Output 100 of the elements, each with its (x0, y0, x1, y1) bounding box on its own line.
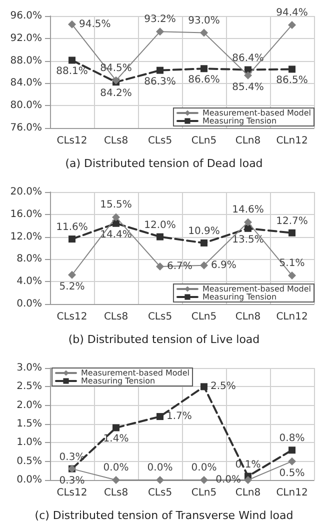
point (112, 424, 120, 432)
text: (a) Distributed tension of Dead load (65, 157, 263, 170)
y-tick-label: 84.0% (10, 78, 42, 89)
data-label: 88.1% (56, 66, 88, 78)
x-tick-label: CLn5 (191, 488, 217, 498)
x-tick-label: CLn12 (276, 312, 308, 322)
text: (c) Distributed tension of Transverse Wind load (34, 509, 294, 522)
point (156, 233, 164, 240)
data-label: 0.0% (191, 462, 217, 474)
point (288, 271, 296, 280)
point (112, 476, 120, 484)
point (200, 476, 208, 484)
point (244, 224, 252, 232)
point (156, 476, 164, 484)
x-tick-label: CLn8 (235, 136, 261, 146)
y-tick-label: 96.0% (10, 10, 42, 22)
data-label: 1.4% (103, 434, 129, 445)
y-tick-label: 8.0% (16, 254, 42, 265)
point (68, 56, 76, 64)
point (156, 262, 164, 270)
data-label: 14.6% (232, 204, 264, 216)
y-tick-label: 20.0% (10, 186, 42, 198)
point (200, 383, 208, 390)
y-tick-label: 88.0% (10, 55, 42, 66)
y-tick-label: 76.0% (10, 122, 42, 134)
y-tick-label: 1.0% (16, 437, 42, 448)
data-label: 93.0% (188, 15, 220, 26)
y-tick-label: 4.0% (16, 276, 42, 288)
x-tick-label: CLn12 (276, 136, 308, 146)
y-tick-label: 3.0% (16, 362, 42, 374)
y-tick-label: 16.0% (10, 208, 42, 220)
x-tick-label: CLn8 (235, 488, 261, 498)
point (288, 446, 296, 454)
x-tick-label: CLs8 (104, 136, 128, 146)
point (112, 76, 120, 84)
x-tick-label: CLs5 (148, 312, 172, 322)
x-tick-label: CLn5 (191, 312, 217, 322)
x-tick-label: CLn8 (235, 312, 261, 322)
data-label: 2.5% (210, 381, 236, 392)
data-label: 0.0% (103, 462, 129, 474)
data-label: 86.5% (276, 75, 308, 86)
data-label: 0.8% (279, 433, 305, 444)
x-tick-label: CLs5 (148, 488, 172, 498)
data-label: 12.0% (144, 220, 176, 231)
data-label: 0.5% (279, 468, 305, 479)
text: (b) Distributed tension of Live load (68, 333, 260, 346)
data-label: 11.6% (56, 222, 88, 234)
point (200, 261, 208, 270)
data-label: 86.3% (144, 76, 176, 88)
x-tick-label: CLs5 (148, 136, 172, 146)
data-label: 85.4% (232, 82, 264, 93)
point (288, 457, 296, 466)
data-label: 10.9% (188, 226, 220, 237)
data-label: 86.6% (188, 74, 220, 86)
x-tick-label: CLn5 (191, 136, 217, 146)
x-tick-label: CLs12 (56, 136, 88, 146)
y-tick-label: 0.5% (16, 456, 42, 467)
point (200, 65, 208, 72)
y-tick-label: 80.0% (10, 100, 42, 112)
point (68, 20, 76, 28)
data-label: 6.9% (211, 260, 236, 271)
point (112, 213, 120, 222)
point (288, 20, 296, 29)
point (288, 229, 296, 236)
point (68, 236, 76, 243)
data-label: 0.0% (147, 462, 173, 474)
data-label: 84.2% (100, 88, 132, 100)
data-label: 5.2% (59, 281, 85, 292)
legend-label: Measurement-based Model (81, 368, 190, 378)
legend-label: Measurement-based Model (202, 108, 312, 118)
data-label: 1.7% (166, 411, 192, 422)
data-label: 94.5% (79, 18, 111, 30)
point (200, 239, 208, 246)
legend-label: Measuring Tension (81, 376, 156, 386)
x-tick-label: CLs12 (56, 312, 88, 322)
data-label: 14.4% (100, 229, 132, 240)
y-tick-label: 0.0% (16, 298, 42, 310)
legend-label: Measuring Tension (202, 116, 277, 126)
data-label: 12.7% (276, 216, 308, 227)
data-label: 94.4% (276, 7, 308, 18)
point (156, 413, 164, 420)
data-label: 15.5% (100, 200, 132, 211)
x-tick-label: CLn12 (276, 488, 308, 498)
y-tick-label: 2.0% (16, 400, 42, 411)
point (244, 476, 252, 484)
data-label: 13.5% (232, 234, 264, 246)
data-label: 0.3% (59, 452, 85, 463)
point (156, 66, 164, 74)
x-tick-label: CLs8 (104, 312, 128, 322)
y-tick-label: 0.0% (16, 474, 42, 486)
point (200, 28, 208, 37)
y-tick-label: 1.5% (16, 418, 42, 430)
point (244, 71, 252, 80)
y-tick-label: 2.5% (16, 381, 42, 392)
x-tick-label: CLs12 (56, 488, 88, 498)
point (288, 66, 296, 73)
legend-label: Measurement-based Model (202, 284, 312, 294)
legend-label: Measuring Tension (202, 292, 277, 302)
y-tick-label: 12.0% (10, 231, 42, 242)
data-label: 0.3% (59, 475, 85, 486)
